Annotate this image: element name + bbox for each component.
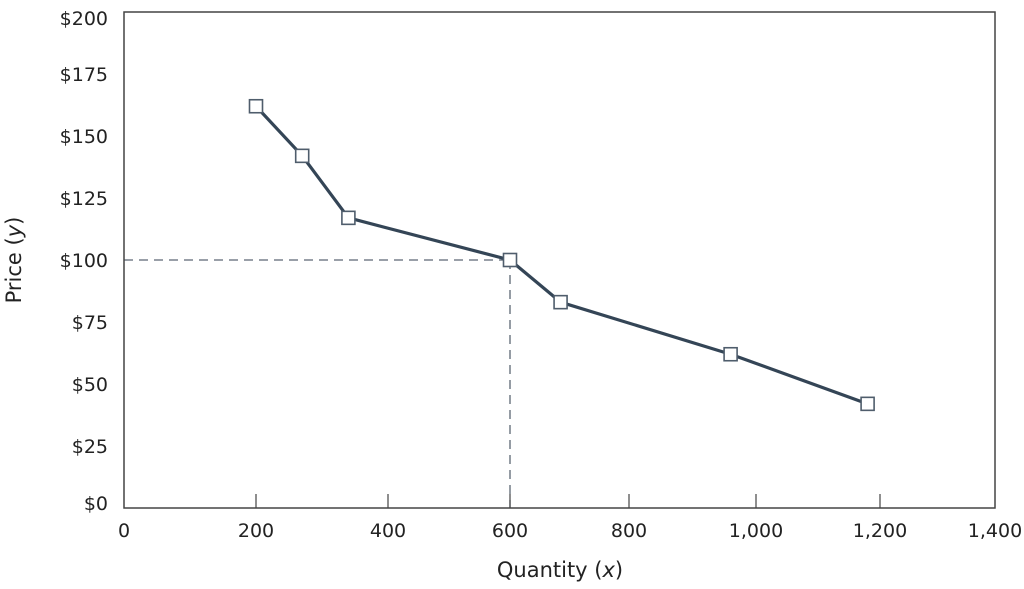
- x-tick-label: 1,000: [729, 520, 783, 542]
- series-demand: [248, 98, 875, 412]
- x-tick-label: 0: [118, 520, 130, 542]
- data-point-marker: [248, 98, 264, 114]
- plot-frame: [123, 11, 996, 509]
- y-tick-label: $200: [60, 8, 108, 30]
- x-tick-label: 400: [370, 520, 406, 542]
- y-axis-label: Price (y): [2, 217, 26, 304]
- y-tick-label: $0: [84, 493, 108, 515]
- data-point-marker: [502, 252, 518, 268]
- series-line: [254, 105, 869, 406]
- y-tick-label: $150: [60, 126, 108, 148]
- y-tick-label: $100: [60, 250, 108, 272]
- y-tick-label: $50: [72, 374, 108, 396]
- x-tick-label: 600: [492, 520, 528, 542]
- x-axis: 0 200 400 600 800 1,000 1,200 1,400: [118, 494, 1022, 542]
- y-axis: $0 $25 $50 $75 $100 $125 $150 $175 $200: [60, 8, 108, 515]
- data-point-marker: [553, 294, 568, 310]
- reference-lines: [124, 259, 511, 508]
- x-tick-label: 1,200: [853, 520, 907, 542]
- x-axis-label: Quantity (x): [497, 558, 623, 582]
- y-tick-label: $75: [72, 312, 108, 334]
- data-point-marker: [723, 346, 738, 362]
- data-point-marker: [860, 396, 875, 412]
- x-tick-label: 800: [611, 520, 647, 542]
- x-tick-label: 1,400: [968, 520, 1022, 542]
- y-tick-label: $25: [72, 436, 108, 458]
- data-point-marker: [294, 148, 310, 164]
- data-point-marker: [341, 210, 356, 226]
- y-tick-label: $175: [60, 64, 108, 86]
- x-tick-label: 200: [238, 520, 274, 542]
- y-tick-label: $125: [60, 188, 108, 210]
